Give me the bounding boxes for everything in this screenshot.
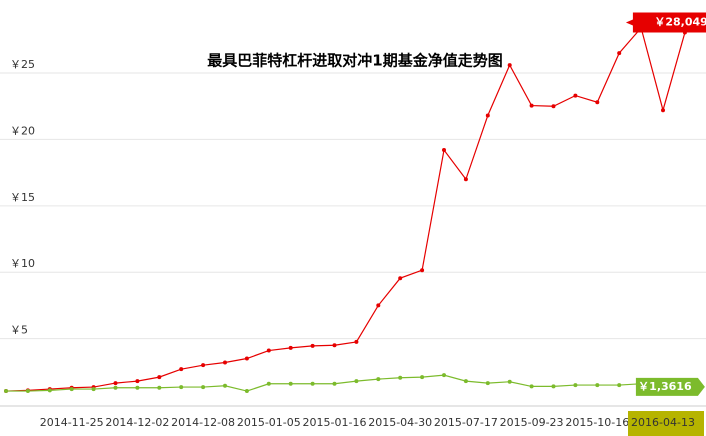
point [354, 379, 359, 384]
point [617, 383, 622, 388]
x-tick-label: 2014-12-08 [171, 416, 235, 429]
point [201, 363, 206, 368]
point [354, 339, 359, 344]
point [529, 103, 534, 108]
point [595, 383, 600, 388]
point [507, 379, 512, 384]
point [91, 387, 96, 392]
point [661, 108, 665, 113]
point [135, 385, 140, 390]
point [201, 385, 206, 390]
x-tick-label: 2015-01-16 [303, 416, 367, 429]
y-tick-label: ￥10 [10, 257, 35, 270]
x-tick-label: 2016-04-13 [631, 416, 695, 429]
point [113, 381, 118, 386]
value-label-box [635, 377, 705, 396]
point [398, 276, 403, 281]
x-tick-label: 2015-04-30 [368, 416, 432, 429]
point [244, 389, 249, 394]
x-highlight [628, 411, 704, 436]
value-label: ￥28,0497 [654, 16, 706, 29]
point [288, 381, 293, 386]
point [113, 385, 118, 390]
point [332, 343, 337, 348]
point [376, 303, 381, 308]
point [69, 387, 74, 392]
chart-title: 最具巴菲特杠杆进取对冲1期基金净值走势图 [207, 52, 502, 70]
x-tick-label: 2015-07-17 [434, 416, 498, 429]
point [244, 356, 249, 361]
point [617, 51, 622, 56]
point [573, 383, 578, 388]
point [310, 381, 315, 386]
point [266, 348, 271, 353]
x-tick-label: 2015-10-16 [565, 416, 629, 429]
point [551, 104, 556, 109]
point [420, 268, 425, 273]
point [135, 379, 140, 384]
point [398, 375, 403, 380]
point [179, 367, 184, 372]
point [25, 389, 30, 394]
series-line [5, 26, 686, 392]
x-tick-label: 2015-09-23 [500, 416, 564, 429]
point [157, 385, 162, 390]
point [529, 384, 534, 389]
point [485, 113, 490, 118]
y-tick-label: ￥25 [10, 58, 35, 71]
point [4, 389, 8, 394]
y-tick-label: ￥5 [10, 324, 28, 337]
point [223, 383, 227, 388]
value-label: ￥1,3616 [638, 380, 692, 393]
series-line [6, 374, 686, 392]
point [288, 345, 293, 350]
y-tick-label: ￥15 [10, 191, 35, 204]
point [573, 93, 578, 98]
point [47, 388, 52, 393]
point [595, 100, 600, 105]
point [463, 177, 468, 182]
point [551, 384, 556, 389]
point [442, 373, 446, 378]
point [463, 379, 468, 384]
point [266, 381, 271, 386]
x-tick-label: 2014-11-25 [40, 416, 104, 429]
point [310, 343, 315, 348]
value-label-box [625, 12, 706, 33]
x-tick-label: 2015-01-05 [237, 416, 301, 429]
point [376, 377, 381, 382]
point [442, 148, 446, 153]
y-tick-label: ￥20 [10, 124, 35, 137]
point [223, 360, 227, 365]
point [332, 381, 337, 386]
point [485, 381, 490, 386]
point [420, 375, 425, 380]
x-tick-label: 2014-12-02 [105, 416, 169, 429]
point [157, 375, 162, 380]
point [507, 63, 512, 68]
point [179, 385, 184, 390]
